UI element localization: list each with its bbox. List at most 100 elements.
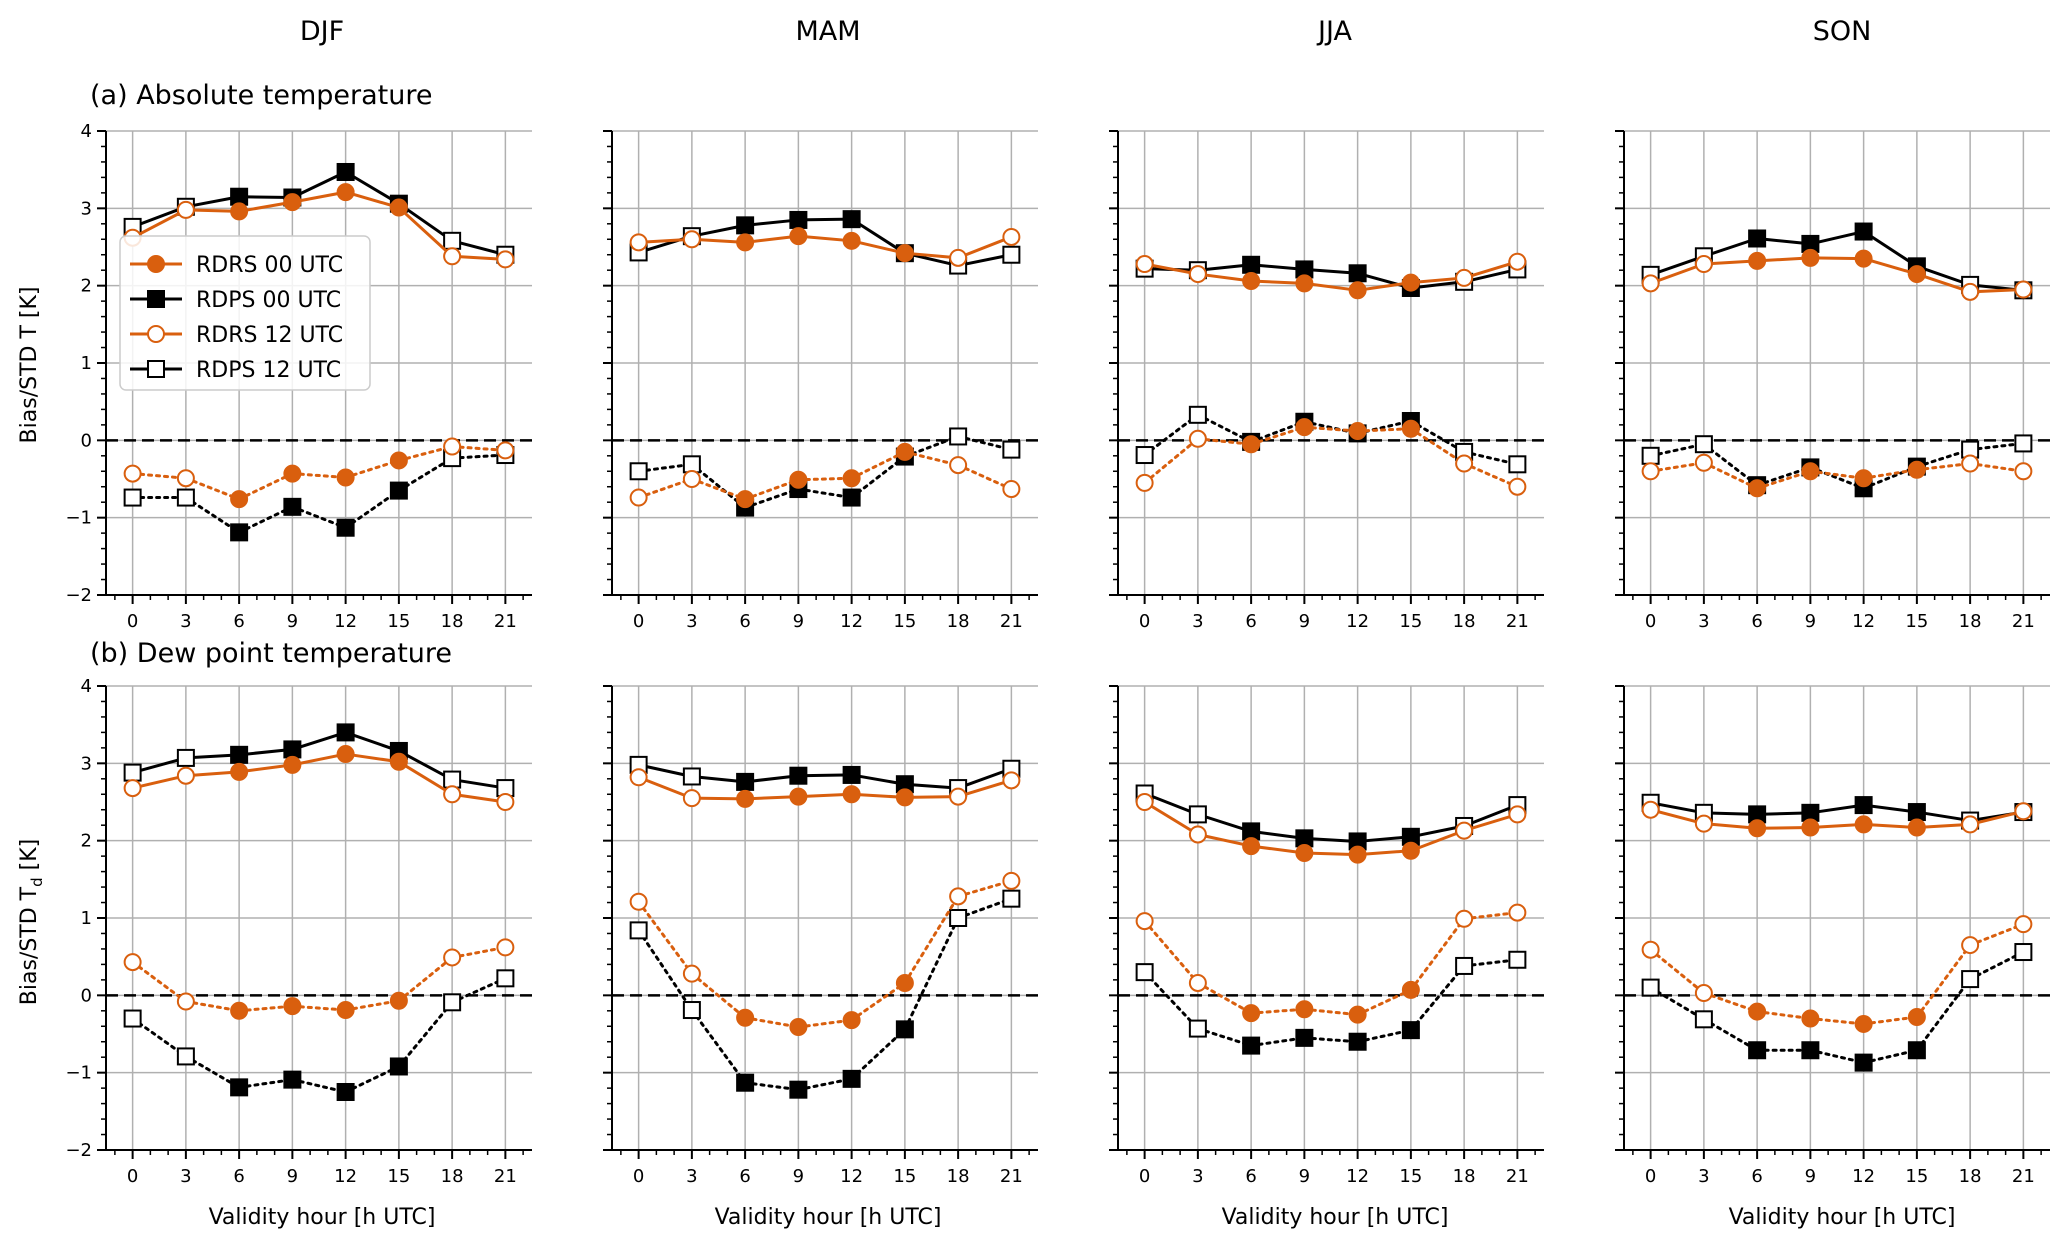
rdps-bias-point <box>1907 1041 1926 1060</box>
rdrs-std-line-segment <box>292 752 346 767</box>
rdrs-bias-point <box>842 1011 861 1030</box>
rdps-bias-point <box>230 523 249 542</box>
rdps-bias-point <box>1641 978 1660 997</box>
y-tick-label: −1 <box>65 1063 92 1084</box>
x-tick-label: 15 <box>1399 611 1422 632</box>
rdps-bias-line-segment <box>397 1000 454 1068</box>
panel-temperature-son: 0 3 6 9 12 15 18 21 <box>1615 130 2050 632</box>
y-axis-label-temperature: Bias/STD T [K] <box>17 287 42 444</box>
y-tick-label: 0 <box>81 430 92 451</box>
x-tick-label: 21 <box>1000 611 1023 632</box>
rdrs-bias-point <box>1854 1014 1873 1033</box>
x-tick-label: 18 <box>947 611 970 632</box>
rdrs-bias-point <box>1348 1005 1367 1024</box>
rdrs-std-point <box>1242 272 1261 291</box>
x-tick-label: 15 <box>1399 1166 1422 1187</box>
rdps-bias-point <box>629 921 648 940</box>
rdrs-bias-line-segment <box>850 981 907 1022</box>
rdrs-bias-point <box>682 470 701 488</box>
y-tick-label: 4 <box>81 676 92 697</box>
rdrs-std-point <box>1508 805 1527 824</box>
rdrs-std-point <box>895 244 914 263</box>
rdrs-std-point <box>736 233 755 252</box>
rdrs-bias-line-segment <box>690 972 747 1020</box>
x-tick-label: 3 <box>686 1166 697 1187</box>
rdrs-std-line-segment <box>1197 833 1252 848</box>
rdrs-bias-point <box>176 469 195 488</box>
rdrs-std-point <box>2014 280 2033 299</box>
rdrs-bias-point <box>1641 462 1660 481</box>
x-tick-label: 3 <box>1698 1166 1709 1187</box>
rdrs-bias-point <box>389 991 408 1010</box>
rdps-bias-point <box>1295 1028 1314 1047</box>
rdrs-bias-line-segment <box>637 477 694 500</box>
rdps-bias-point <box>123 1009 142 1028</box>
rdrs-std-line-segment <box>1916 272 1971 294</box>
rdrs-bias-line-segment <box>1649 948 1706 995</box>
x-tick-label: 0 <box>1139 611 1150 632</box>
x-tick-label: 12 <box>840 611 863 632</box>
rdrs-std-line-segment <box>1144 262 1199 276</box>
rdrs-bias-point <box>1455 909 1474 928</box>
rdps-bias-point <box>949 427 968 446</box>
rdrs-std-point <box>1455 821 1474 840</box>
x-tick-label: 3 <box>1192 611 1203 632</box>
y-tick-label: 1 <box>81 908 92 929</box>
rdps-std-point <box>283 740 302 759</box>
rdrs-bias-line-segment <box>690 477 747 501</box>
rdrs-bias-point <box>1401 980 1420 999</box>
rdrs-std-point <box>1854 815 1873 834</box>
rdrs-bias-line-segment <box>743 478 800 501</box>
rdrs-std-point <box>842 785 861 804</box>
rdps-bias-line-segment <box>1143 970 1200 1031</box>
rdps-bias-point <box>1002 889 1021 908</box>
x-tick-label: 18 <box>441 611 464 632</box>
rdrs-std-point <box>1401 273 1420 292</box>
legend-entry-rdps-12: RDPS 12 UTC <box>130 358 341 383</box>
rdps-bias-point <box>682 1001 701 1020</box>
x-tick-label: 12 <box>1852 1166 1875 1187</box>
x-tick-label: 9 <box>793 1166 804 1187</box>
rdrs-std-point <box>336 745 355 764</box>
rdrs-std-line-segment <box>957 235 1012 260</box>
rdrs-bias-point <box>1401 419 1420 438</box>
rdps-bias-point <box>336 1083 355 1101</box>
rdps-bias-point <box>1694 1010 1713 1029</box>
rdps-bias-point <box>336 518 355 537</box>
rdps-bias-point <box>123 488 142 507</box>
rdrs-std-point <box>1295 274 1314 293</box>
x-tick-label: 9 <box>793 611 804 632</box>
rdrs-bias-point <box>1961 454 1980 473</box>
rdrs-bias-line-segment <box>903 894 960 985</box>
rdrs-std-point <box>895 788 914 807</box>
x-tick-label: 18 <box>441 1166 464 1187</box>
x-tick-label: 15 <box>1905 1166 1928 1187</box>
rdrs-std-point <box>1002 771 1021 790</box>
rdrs-std-point <box>789 787 808 806</box>
x-axis-label-son: Validity hour [h UTC] <box>1729 1205 1956 1230</box>
x-tick-label: 0 <box>127 611 138 632</box>
rdps-std-point <box>736 216 755 235</box>
rdrs-bias-point <box>1188 429 1207 448</box>
rdrs-bias-point <box>895 973 914 992</box>
rdrs-bias-line-segment <box>1702 991 1759 1014</box>
rdrs-std-line-segment <box>1650 262 1705 285</box>
x-tick-label: 21 <box>494 1166 517 1187</box>
legend-marker-rdps-00 <box>147 290 165 308</box>
rdrs-bias-point <box>629 892 648 911</box>
y-axis-label-dew-point: Bias/STD Td [K] <box>17 839 46 1005</box>
rdrs-std-line-segment <box>1463 260 1518 280</box>
x-tick-label: 12 <box>1346 611 1369 632</box>
legend-frame <box>119 235 371 391</box>
rdps-bias-point <box>1135 446 1154 465</box>
legend-entry-rdrs-00: RDRS 00 UTC <box>130 253 343 278</box>
rdrs-bias-point <box>1508 903 1527 922</box>
rdrs-bias-line-segment <box>184 1000 241 1013</box>
y-tick-label: 4 <box>81 121 92 142</box>
x-tick-label: 3 <box>686 611 697 632</box>
x-tick-label: 6 <box>739 611 750 632</box>
rdps-std-point <box>1348 264 1367 283</box>
rdps-std-point <box>1854 222 1873 241</box>
x-tick-label: 15 <box>893 611 916 632</box>
rdps-bias-point <box>1854 1053 1873 1072</box>
